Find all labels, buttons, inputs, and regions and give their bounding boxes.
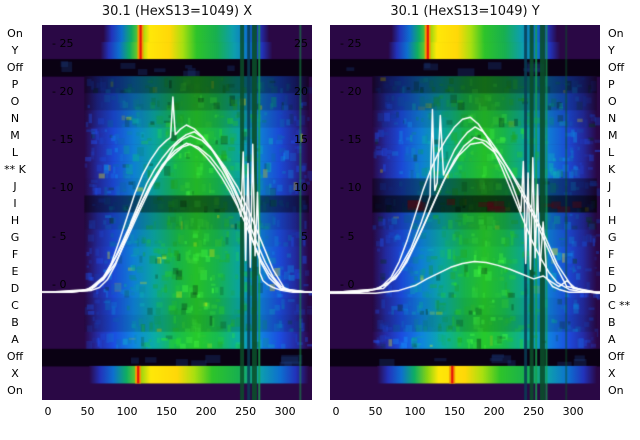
row-label-left: A [11, 333, 19, 347]
x-tick-label: 200 [195, 405, 217, 418]
x-tick-label: 250 [523, 405, 545, 418]
row-label-left: J [13, 179, 17, 193]
x-tick-label: 0 [332, 405, 340, 418]
row-label-left: L [11, 145, 19, 159]
y-tick-label-right: 5 [301, 229, 308, 243]
y-tick-label: - 25 [52, 37, 74, 51]
x-tick-label: 150 [156, 405, 178, 418]
row-label-right: F [608, 248, 615, 262]
row-label-left: B [11, 316, 19, 330]
row-label-right: X [608, 367, 616, 381]
row-label-right: H [608, 214, 617, 227]
heatmap-plot-y [330, 25, 600, 400]
row-label-right: Y [608, 43, 615, 57]
row-label-left: ** K [4, 162, 26, 176]
row-label-left: On [7, 26, 23, 40]
row-label-right: K [608, 162, 616, 176]
row-label-right: J [608, 179, 612, 193]
row-label-right: On [608, 26, 624, 40]
row-label-right: C ** [608, 299, 631, 313]
row-label-right: G [608, 231, 617, 245]
y-tick-label: - 10 [52, 181, 74, 195]
y-tick-label: - 15 [52, 133, 74, 147]
x-tick-label: 0 [44, 405, 52, 418]
x-tick-label: 50 [368, 405, 383, 418]
row-label-right: Off [608, 350, 625, 364]
row-label-right: P [608, 77, 615, 91]
row-label-right: N [608, 111, 617, 125]
x-tick-label: 300 [274, 405, 296, 418]
row-label-left: P [11, 77, 19, 91]
x-tick-label: 50 [80, 405, 95, 418]
y-tick-label-right: 20 [294, 85, 308, 99]
row-label-left: F [11, 248, 19, 262]
row-label-right: On [608, 384, 624, 398]
y-tick-label: - 0 [52, 277, 67, 291]
row-label-right: M [608, 128, 618, 142]
x-tick-label: 300 [562, 405, 584, 418]
x-tick-label: 100 [116, 405, 138, 418]
row-label-left: D [10, 282, 20, 296]
y-tick-label: - 10 [340, 181, 362, 195]
y-tick-label: - 5 [340, 229, 355, 243]
row-label-right: Off [608, 60, 625, 74]
row-label-left: N [10, 111, 20, 125]
y-tick-label: - 0 [340, 277, 355, 291]
y-tick-label: - 5 [52, 229, 67, 243]
row-label-left: I [13, 196, 17, 210]
y-tick-label: - 15 [340, 133, 362, 147]
row-label-right: I [608, 196, 612, 210]
row-label-left: On [7, 384, 23, 398]
y-tick-label-right: 25 [294, 37, 308, 51]
row-label-left: C [11, 299, 19, 313]
row-label-left: X [11, 367, 19, 381]
row-label-left: Y [11, 43, 19, 57]
right-plot-title: 30.1 (HexS13=1049) Y [390, 4, 540, 19]
heatmap-plot-x [42, 25, 312, 400]
row-label-left: H [10, 214, 20, 227]
row-label-right: L [608, 145, 615, 159]
row-label-right: A [608, 333, 616, 347]
y-tick-label-right: 10 [294, 181, 308, 195]
y-tick-label-right: 15 [294, 133, 308, 147]
y-tick-label: - 20 [52, 85, 74, 99]
row-label-left: Off [6, 350, 24, 364]
x-tick-label: 200 [483, 405, 505, 418]
row-label-left: O [10, 94, 20, 108]
row-label-right: O [608, 94, 617, 108]
row-label-left: E [11, 265, 19, 279]
x-tick-label: 150 [444, 405, 466, 418]
row-label-left: M [10, 128, 20, 142]
x-tick-label: 100 [404, 405, 426, 418]
y-tick-label: - 20 [340, 85, 362, 99]
row-label-left: G [10, 231, 20, 245]
row-label-right: E [608, 265, 615, 279]
left-plot-title: 30.1 (HexS13=1049) X [101, 4, 253, 19]
x-tick-label: 250 [235, 405, 257, 418]
row-label-right: D [608, 282, 617, 296]
row-label-left: Off [6, 60, 24, 74]
row-label-right: B [608, 316, 616, 330]
y-tick-label: - 25 [340, 37, 362, 51]
